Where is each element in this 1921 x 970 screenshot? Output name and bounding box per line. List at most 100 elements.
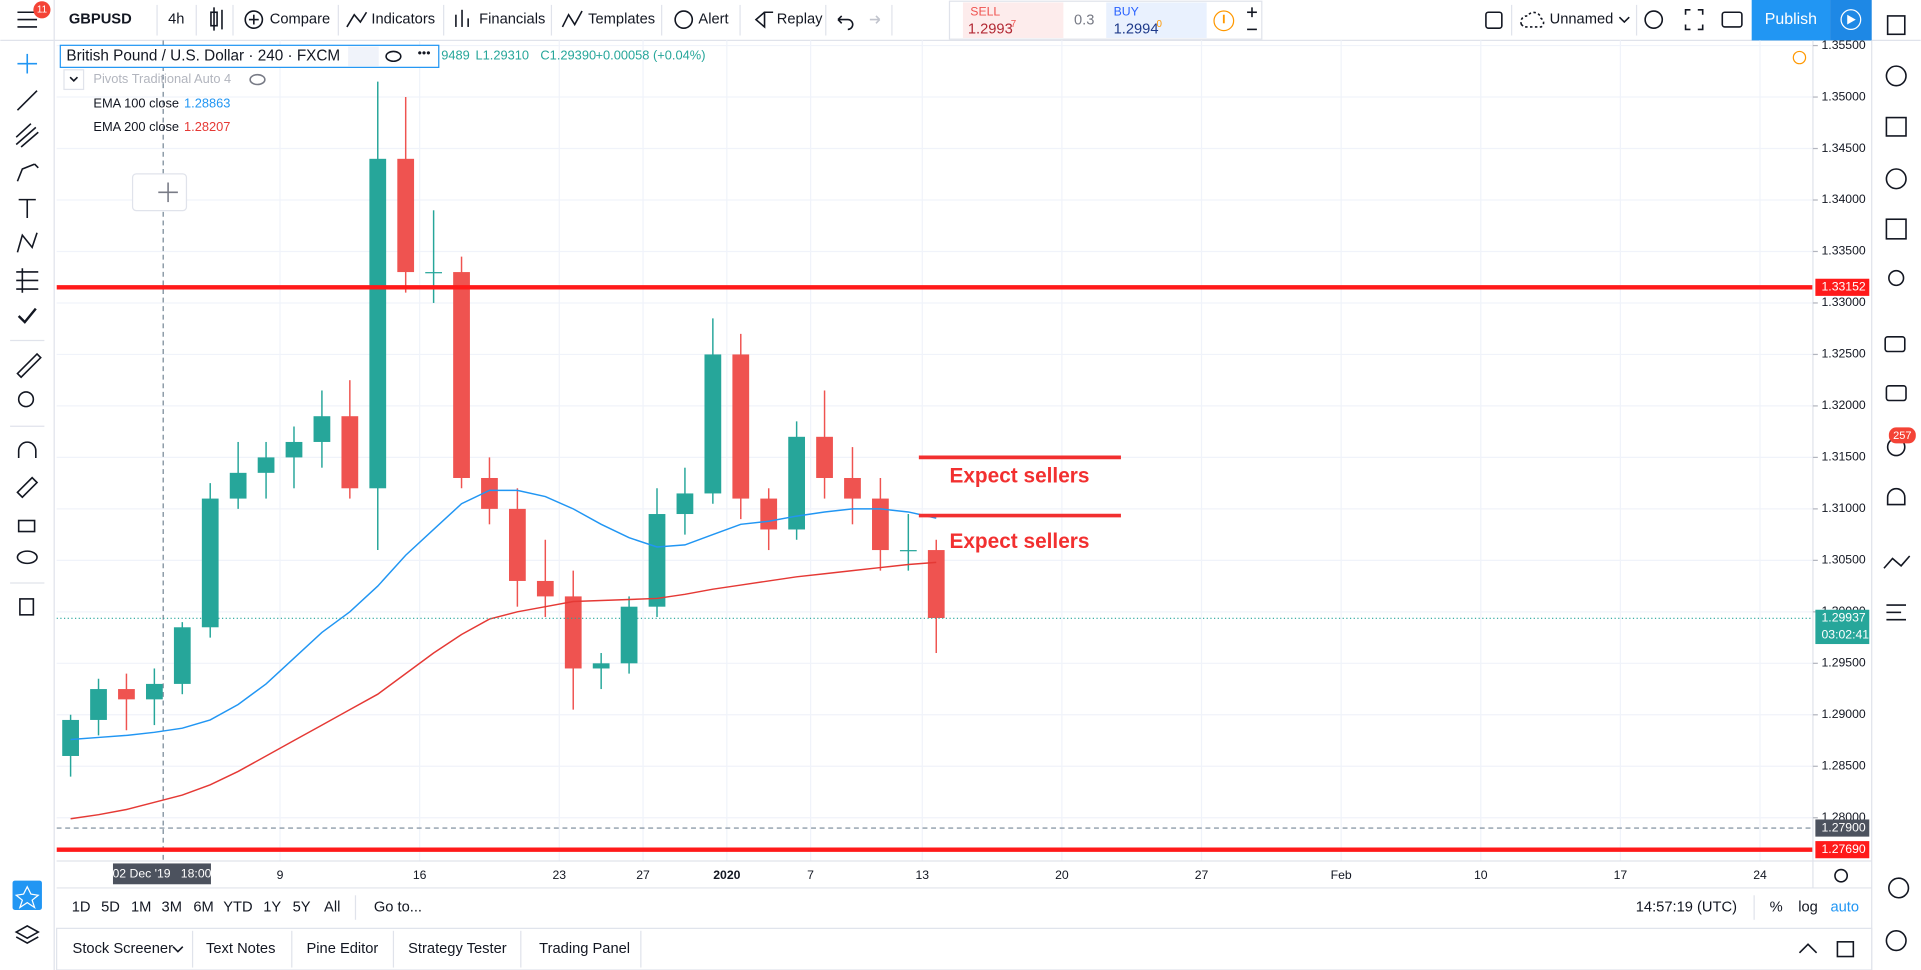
- tool-magnet[interactable]: [17, 441, 37, 459]
- watchlist[interactable]: [1886, 15, 1906, 36]
- x-tick-label: 27: [1195, 868, 1209, 882]
- replay-button[interactable]: Replay: [777, 11, 823, 27]
- financials-icon[interactable]: [455, 9, 469, 27]
- alerts[interactable]: [1885, 65, 1907, 87]
- symbol[interactable]: GBPUSD: [69, 11, 132, 27]
- interval[interactable]: 4h: [168, 11, 184, 27]
- replay-icon[interactable]: [754, 11, 774, 29]
- y-tick-label: 1.34500: [1821, 141, 1865, 155]
- range-button[interactable]: 6M: [193, 899, 213, 915]
- tool-fib[interactable]: [15, 123, 39, 148]
- tool-cursor[interactable]: [17, 53, 38, 74]
- layout-menu[interactable]: [1618, 16, 1630, 24]
- range-button[interactable]: All: [324, 899, 340, 915]
- range-button[interactable]: 5Y: [293, 899, 311, 915]
- sell-button[interactable]: [962, 2, 1064, 38]
- compare-button[interactable]: Compare: [270, 11, 330, 27]
- calendar[interactable]: [1885, 218, 1907, 240]
- compare-icon[interactable]: [244, 10, 264, 29]
- tool-delete[interactable]: [19, 598, 35, 616]
- tool-measure[interactable]: [16, 352, 42, 379]
- legend-flag[interactable]: [348, 46, 379, 67]
- chart-warning[interactable]: [1792, 50, 1807, 65]
- tool-prediction[interactable]: [16, 268, 39, 293]
- range-button[interactable]: 1M: [131, 899, 151, 915]
- help-center[interactable]: [1888, 877, 1910, 899]
- panel-tab[interactable]: Pine Editor: [306, 941, 378, 957]
- tool-brush[interactable]: [16, 163, 39, 182]
- range-button[interactable]: 5D: [101, 899, 120, 915]
- panel-tab[interactable]: Trading Panel: [539, 941, 630, 957]
- legend-collapse[interactable]: [63, 69, 85, 91]
- panel-tab[interactable]: Stock Screener: [73, 941, 174, 957]
- axis-settings[interactable]: [1834, 868, 1849, 883]
- object-tree[interactable]: [14, 924, 40, 944]
- legend-low: L1.29310: [476, 48, 530, 63]
- annotation-text[interactable]: Expect sellers: [949, 464, 1089, 487]
- publish-button[interactable]: [1751, 0, 1831, 41]
- range-button[interactable]: 1Y: [263, 899, 281, 915]
- tool-visibility[interactable]: [16, 550, 38, 565]
- tool-check[interactable]: [17, 307, 37, 324]
- settings-button[interactable]: [1644, 10, 1664, 29]
- screener-menu[interactable]: [172, 946, 184, 953]
- annotation-text[interactable]: Expect sellers: [949, 530, 1089, 553]
- log-toggle[interactable]: log: [1798, 899, 1818, 915]
- notifications[interactable]: [1886, 487, 1906, 506]
- y-tick-label: 1.29000: [1821, 707, 1865, 721]
- tool-lock[interactable]: [17, 519, 36, 533]
- candle-body: [816, 436, 833, 478]
- panel-collapse[interactable]: [1798, 943, 1818, 954]
- hotlists[interactable]: [1885, 168, 1907, 190]
- tool-line[interactable]: [16, 90, 38, 111]
- chart-style[interactable]: [210, 7, 223, 31]
- candle-body: [285, 441, 303, 458]
- candle-body: [564, 596, 582, 669]
- warning-icon[interactable]: [1213, 10, 1235, 32]
- alert-button[interactable]: Alert: [698, 11, 728, 27]
- dom[interactable]: [1886, 604, 1907, 621]
- templates-button[interactable]: Templates: [588, 11, 655, 27]
- snapshot-button[interactable]: [1721, 11, 1743, 28]
- legend-visibility[interactable]: [385, 50, 402, 63]
- fullscreen-button[interactable]: [1684, 9, 1704, 31]
- tool-lock-drawing[interactable]: [16, 476, 39, 499]
- financials-button[interactable]: Financials: [479, 11, 545, 27]
- undo-button[interactable]: [837, 15, 854, 31]
- ideas[interactable]: [1888, 269, 1905, 287]
- redo-button[interactable]: [869, 15, 881, 24]
- overlay: British Pound / U.S. Dollar · 240 · FXCM…: [59, 44, 1807, 212]
- favorites-button[interactable]: [12, 880, 42, 910]
- panel-tab[interactable]: Text Notes: [206, 941, 275, 957]
- buy-button[interactable]: [1106, 2, 1207, 38]
- y-tick-label: 1.29500: [1821, 656, 1865, 670]
- range-button[interactable]: 1D: [72, 899, 91, 915]
- range-button[interactable]: 3M: [162, 899, 182, 915]
- panel-tab[interactable]: Strategy Tester: [408, 941, 507, 957]
- tool-text[interactable]: [18, 198, 36, 219]
- help[interactable]: [1885, 930, 1907, 952]
- messages[interactable]: [1885, 384, 1907, 402]
- level-label-bg: [1815, 841, 1870, 859]
- indicators-icon[interactable]: [346, 11, 368, 28]
- candle-body: [899, 550, 917, 552]
- indicators-button[interactable]: Indicators: [371, 11, 435, 27]
- templates-icon[interactable]: [561, 10, 583, 28]
- percent-toggle[interactable]: %: [1770, 899, 1783, 915]
- layout-name[interactable]: Unnamed: [1550, 11, 1614, 27]
- trading-panel[interactable]: [1883, 555, 1911, 569]
- tool-zoom[interactable]: [17, 391, 35, 408]
- panel-maximize[interactable]: [1836, 941, 1855, 958]
- tool-pattern[interactable]: [16, 232, 38, 253]
- alert-icon[interactable]: [674, 10, 694, 29]
- auto-toggle[interactable]: auto: [1830, 899, 1859, 915]
- range-button[interactable]: YTD: [223, 899, 252, 915]
- pivots-hidden[interactable]: [249, 73, 266, 86]
- legend-more[interactable]: •••: [418, 46, 431, 60]
- layout-toggle[interactable]: [1485, 11, 1503, 29]
- goto-button[interactable]: Go to...: [374, 899, 422, 915]
- chats[interactable]: [1884, 336, 1906, 353]
- trade-zoom[interactable]: [1247, 7, 1257, 31]
- data-window[interactable]: [1885, 116, 1907, 137]
